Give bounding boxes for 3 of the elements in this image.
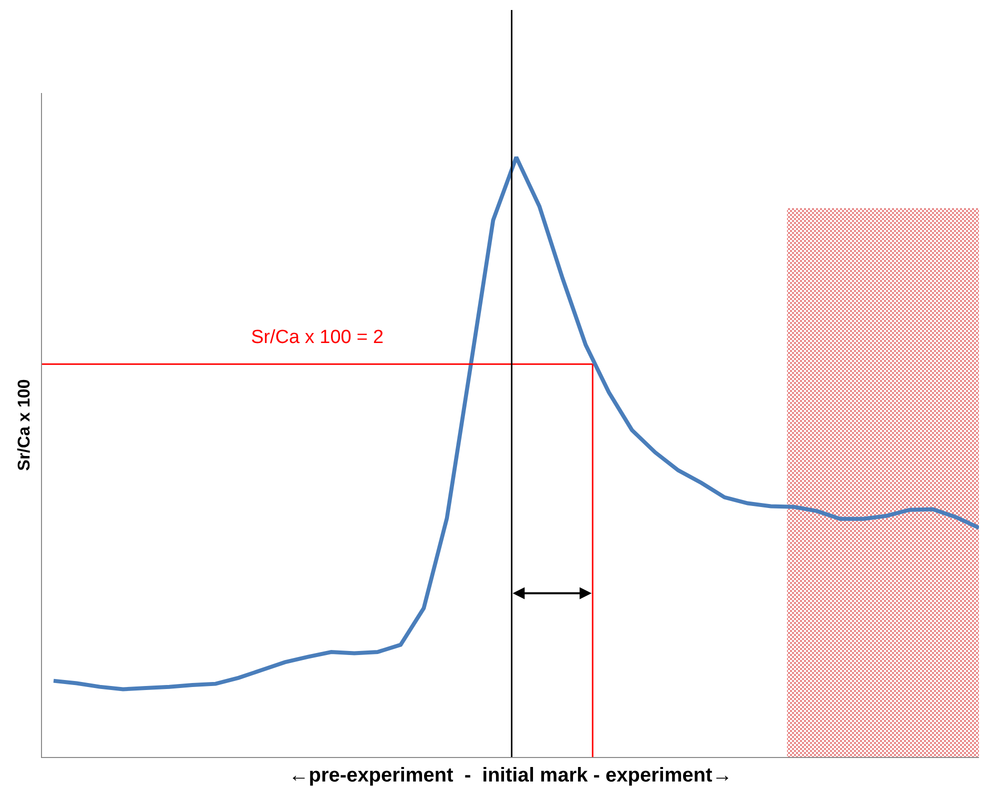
- x-axis-title: ←pre-experiment - initial mark - experiment→: [288, 764, 732, 786]
- y-axis-title: Sr/Ca x 100: [14, 379, 34, 471]
- annotation: Sr/Ca x 100 = 2: [251, 327, 384, 348]
